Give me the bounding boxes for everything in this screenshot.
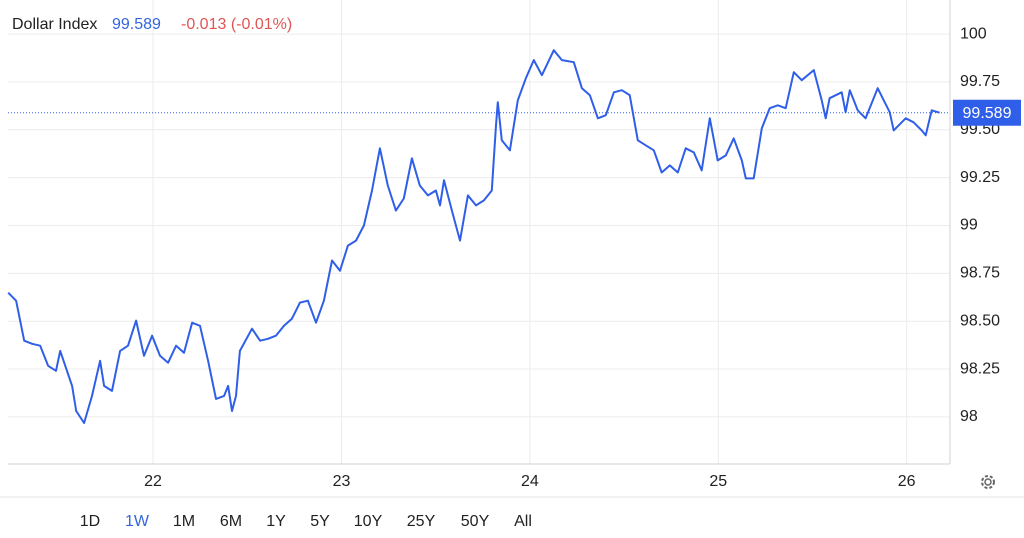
range-button[interactable]: 1Y [266, 513, 286, 530]
range-button[interactable]: 6M [220, 513, 242, 530]
y-tick-label: 99 [960, 217, 978, 234]
range-button[interactable]: 50Y [461, 513, 490, 530]
header-price: 99.589 [112, 16, 161, 33]
last-price-box [953, 99, 1021, 126]
range-button[interactable]: 1D [80, 513, 100, 530]
y-tick-label: 98.50 [960, 312, 1000, 329]
last-price-label: 99.589 [963, 105, 1012, 122]
x-tick-label: 24 [521, 473, 539, 490]
range-button[interactable]: 25Y [407, 513, 436, 530]
gear-hub [984, 478, 992, 486]
gear-teeth [981, 475, 995, 489]
header-change: -0.013 (-0.01%) [181, 16, 292, 33]
price-line [7, 49, 940, 424]
x-tick-label: 25 [709, 473, 727, 490]
range-button[interactable]: All [514, 513, 532, 530]
x-tick-label: 22 [144, 473, 162, 490]
range-button[interactable]: 1M [173, 513, 195, 530]
instrument-title: Dollar Index [12, 16, 97, 33]
y-tick-label: 99.75 [960, 73, 1000, 90]
y-tick-label: 100 [960, 25, 987, 42]
x-tick-label: 26 [898, 473, 916, 490]
y-tick-label: 98.75 [960, 265, 1000, 282]
range-button[interactable]: 10Y [354, 513, 383, 530]
settings-icon[interactable] [981, 475, 995, 489]
range-button[interactable]: 1W [125, 513, 150, 530]
y-tick-label: 98 [960, 408, 978, 425]
range-button[interactable]: 5Y [310, 513, 330, 530]
y-tick-label: 98.25 [960, 360, 1000, 377]
grid [8, 0, 950, 464]
y-tick-label: 99.25 [960, 169, 1000, 186]
x-tick-label: 23 [333, 473, 351, 490]
